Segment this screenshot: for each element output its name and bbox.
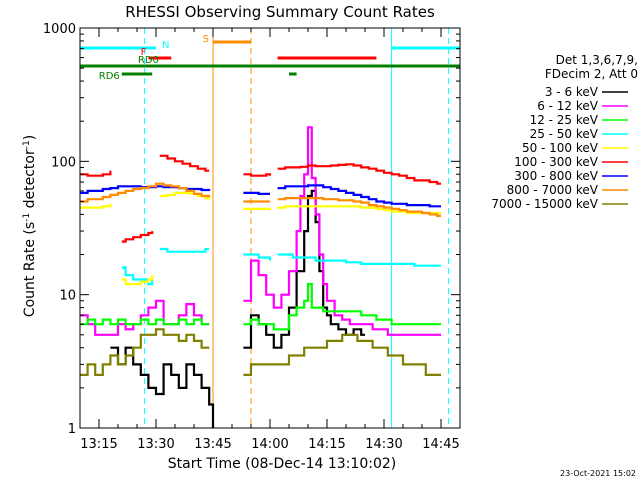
- state-bar-label-rd6: RD6: [99, 71, 120, 82]
- x-axis-label: Start Time (08-Dec-14 13:10:02): [168, 456, 396, 472]
- x-axis: 13:15 13:30 13:45 14:00 14:15 14:30 14:45: [79, 28, 461, 452]
- x-tick-label: 14:30: [365, 437, 402, 452]
- series-line-8: [80, 182, 441, 217]
- series-line-5: [80, 191, 441, 286]
- x-tick-label: 13:15: [80, 437, 117, 452]
- series-line-9: [80, 328, 441, 376]
- y-axis: 1 10 100 1000: [43, 22, 460, 437]
- state-bar-label-n: N: [162, 40, 169, 51]
- footer-date: 23-Oct-2021 15:02: [560, 469, 636, 478]
- series-lines: [80, 126, 441, 428]
- series-line-3: [80, 283, 441, 331]
- state-bar-label-rd0: RD0: [138, 55, 159, 66]
- y-axis-label: Count Rate (s-1 detector-1): [22, 135, 38, 317]
- x-tick-label: 13:30: [137, 437, 174, 452]
- x-tick-label: 14:45: [422, 437, 459, 452]
- detector-info-line: FDecim 2, Att 0: [545, 67, 638, 81]
- y-tick-label: 10: [59, 289, 76, 304]
- series-line-4: [121, 247, 441, 286]
- legend-label: 3 - 6 keV: [545, 85, 599, 99]
- legend-label: 7000 - 15000 keV: [491, 197, 598, 211]
- legend-label: 50 - 100 keV: [522, 141, 599, 155]
- series-line-6: [80, 154, 441, 243]
- x-tick-label: 13:45: [194, 437, 231, 452]
- x-tick-label: 14:15: [308, 437, 345, 452]
- detector-info-line: Det 1,3,6,7,9,: [556, 53, 638, 67]
- y-tick-label: 1: [68, 422, 76, 437]
- legend-label: 25 - 50 keV: [530, 127, 599, 141]
- legend-label: 300 - 800 keV: [514, 169, 598, 183]
- y-tick-label: 1000: [43, 22, 76, 37]
- legend-label: 6 - 12 keV: [537, 99, 599, 113]
- legend-label: 12 - 25 keV: [530, 113, 599, 127]
- chart-title: RHESSI Observing Summary Count Rates: [125, 3, 435, 21]
- detector-info: Det 1,3,6,7,9,FDecim 2, Att 0: [545, 53, 638, 81]
- vertical-markers: [79, 28, 450, 428]
- x-tick-label: 14:00: [251, 437, 288, 452]
- state-bar-label-s: S: [203, 34, 209, 45]
- series-line-2: [80, 126, 441, 336]
- state-bar-label-f: F: [141, 47, 147, 58]
- legend-label: 100 - 300 keV: [514, 155, 598, 169]
- plot-frame: [79, 27, 461, 429]
- series-line-1: [110, 189, 365, 428]
- legend-label: 800 - 7000 keV: [507, 183, 599, 197]
- y-tick-label: 100: [51, 155, 76, 170]
